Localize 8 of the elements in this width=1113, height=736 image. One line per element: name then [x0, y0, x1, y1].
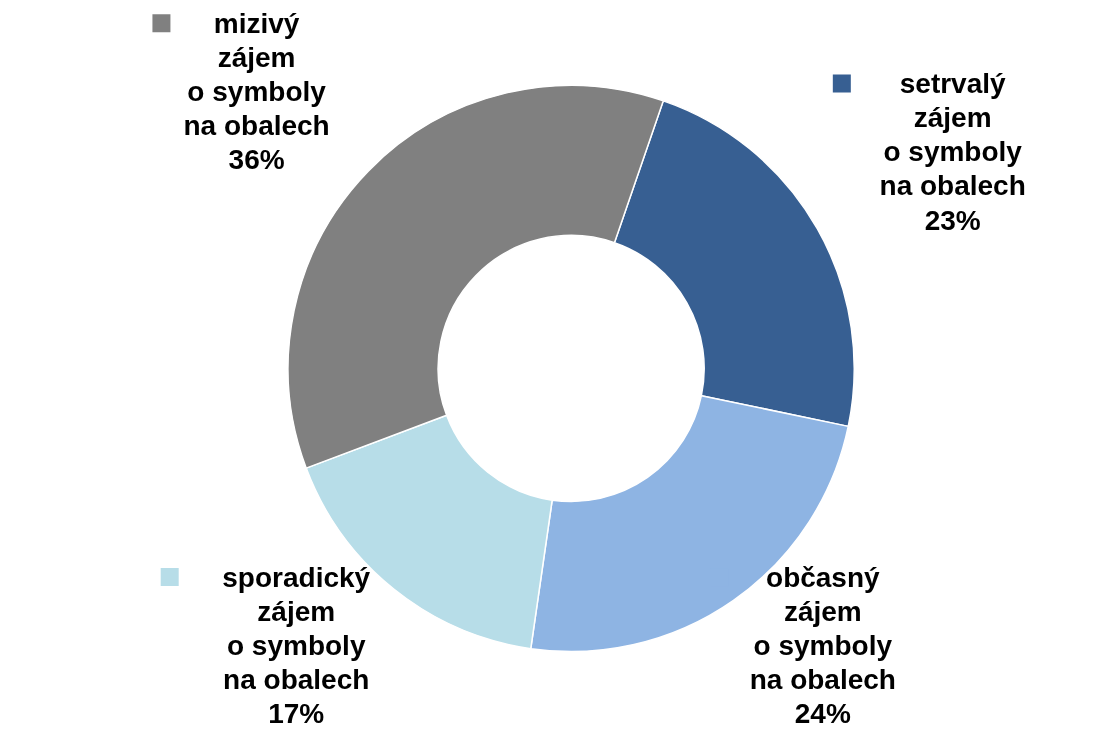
legend-label: setrvalý zájem o symboly na obalech [879, 67, 1026, 202]
legend-label: mizivý zájem o symboly na obalech [183, 7, 330, 142]
data-label: 36% [228, 144, 285, 176]
legend-label: sporadický zájem o symboly na obalech [222, 561, 371, 696]
data-label: 24% [794, 698, 851, 730]
data-label: 23% [924, 204, 981, 236]
data-label: 17% [268, 698, 325, 730]
slice-label: občasný zájem o symboly na obalech [749, 561, 896, 696]
